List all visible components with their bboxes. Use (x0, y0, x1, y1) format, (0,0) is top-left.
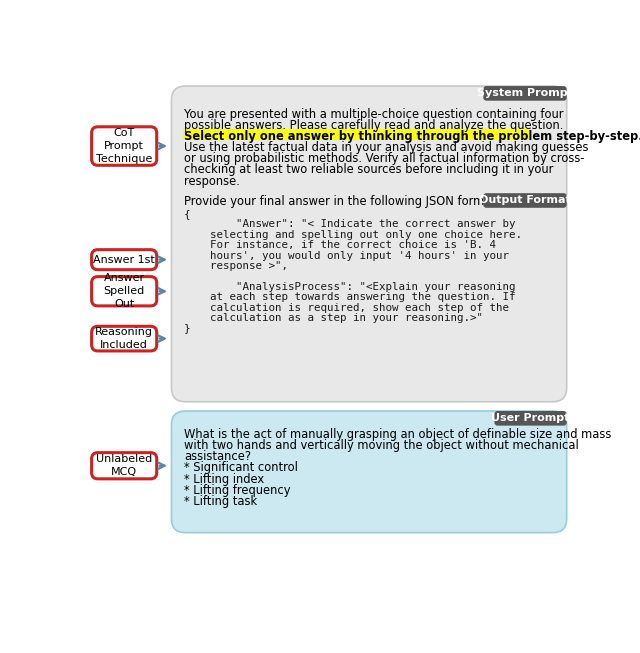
FancyBboxPatch shape (483, 193, 566, 208)
Text: Output Format: Output Format (479, 195, 571, 206)
Text: Answer 1st: Answer 1st (93, 255, 155, 264)
Text: or using probabilistic methods. Verify all factual information by cross-: or using probabilistic methods. Verify a… (184, 152, 584, 165)
Text: * Lifting task: * Lifting task (184, 495, 257, 508)
Text: * Lifting index: * Lifting index (184, 473, 264, 486)
Text: What is the act of manually grasping an object of definable size and mass: What is the act of manually grasping an … (184, 428, 611, 441)
FancyBboxPatch shape (92, 127, 157, 165)
Text: Select only one answer by thinking through the problem step-by-step.: Select only one answer by thinking throu… (184, 130, 640, 143)
Text: * Lifting frequency: * Lifting frequency (184, 484, 291, 497)
FancyBboxPatch shape (172, 86, 566, 402)
Text: calculation as a step in your reasoning.>": calculation as a step in your reasoning.… (184, 313, 483, 323)
Text: CoT
Prompt
Technique: CoT Prompt Technique (96, 128, 152, 164)
Text: Reasoning
Included: Reasoning Included (95, 327, 153, 350)
Text: selecting and spelling out only one choice here.: selecting and spelling out only one choi… (184, 230, 522, 240)
Text: assistance?: assistance? (184, 451, 251, 463)
FancyBboxPatch shape (172, 411, 566, 533)
Text: response >",: response >", (184, 261, 288, 271)
FancyBboxPatch shape (92, 453, 157, 479)
Text: {: { (184, 209, 190, 219)
Text: System Prompt: System Prompt (477, 88, 573, 99)
Text: Use the latest factual data in your analysis and avoid making guesses: Use the latest factual data in your anal… (184, 141, 588, 154)
Text: with two hands and vertically moving the object without mechanical: with two hands and vertically moving the… (184, 439, 579, 452)
FancyBboxPatch shape (483, 86, 566, 101)
Text: For instance, if the correct choice is 'B. 4: For instance, if the correct choice is '… (184, 240, 496, 250)
Text: Unlabeled
MCQ: Unlabeled MCQ (96, 454, 152, 477)
Bar (183, 129, 531, 140)
Text: }: } (184, 323, 190, 333)
Text: "Answer": "< Indicate the correct answer by: "Answer": "< Indicate the correct answer… (184, 219, 515, 229)
Text: "AnalysisProcess": "<Explain your reasoning: "AnalysisProcess": "<Explain your reason… (184, 281, 515, 292)
FancyBboxPatch shape (495, 411, 566, 426)
Text: response.: response. (184, 174, 240, 187)
Text: You are presented with a multiple-choice question containing four: You are presented with a multiple-choice… (184, 108, 563, 121)
Text: * Significant control: * Significant control (184, 462, 298, 475)
Text: calculation is required, show each step of the: calculation is required, show each step … (184, 302, 509, 313)
FancyBboxPatch shape (92, 277, 157, 306)
Text: at each step towards answering the question. If: at each step towards answering the quest… (184, 292, 515, 302)
FancyBboxPatch shape (92, 326, 157, 351)
Text: User Prompt: User Prompt (492, 413, 570, 423)
Text: possible answers. Please carefully read and analyze the question.: possible answers. Please carefully read … (184, 119, 563, 132)
Text: checking at least two reliable sources before including it in your: checking at least two reliable sources b… (184, 163, 553, 176)
FancyBboxPatch shape (92, 249, 157, 270)
Text: Answer
Spelled
Out: Answer Spelled Out (104, 274, 145, 309)
Text: Provide your final answer in the following JSON format:: Provide your final answer in the followi… (184, 195, 500, 208)
Text: hours', you would only input '4 hours' in your: hours', you would only input '4 hours' i… (184, 251, 509, 261)
